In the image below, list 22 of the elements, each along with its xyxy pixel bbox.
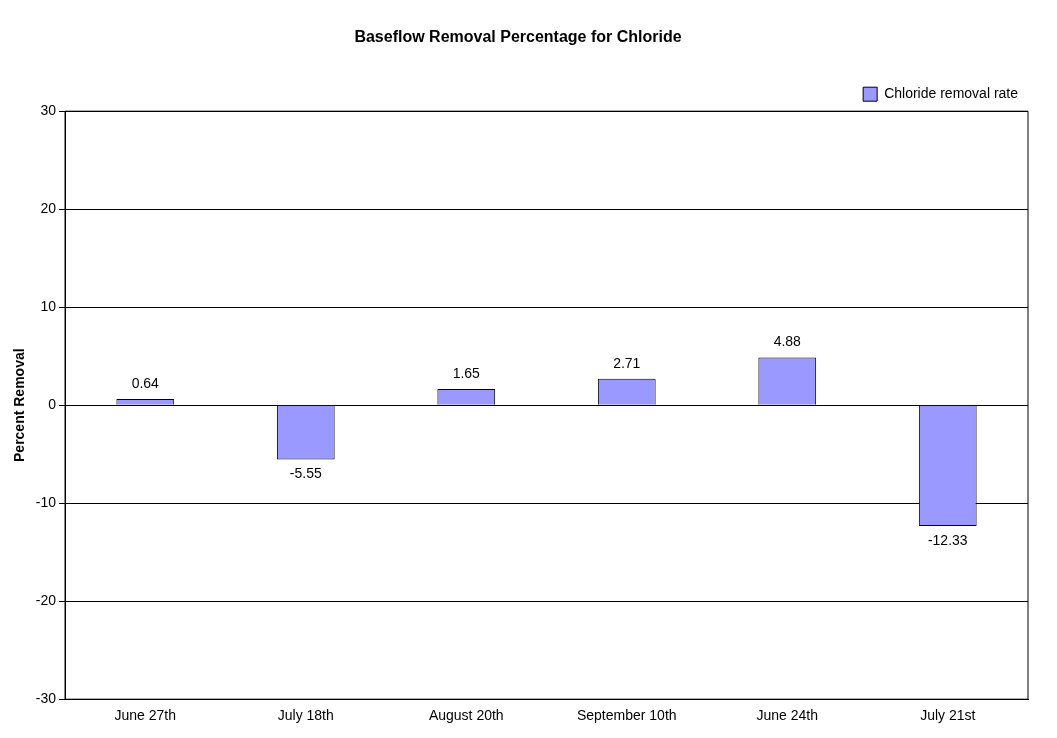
y-tick-label: 20 — [40, 200, 57, 217]
y-tick-label: 0 — [48, 396, 57, 413]
data-label: 4.88 — [773, 333, 802, 350]
x-tick-label: July 21st — [920, 707, 976, 724]
x-tick-label: June 27th — [114, 707, 177, 724]
y-tick-label: -20 — [35, 592, 57, 609]
chart-title: Baseflow Removal Percentage for Chloride — [354, 28, 682, 46]
y-tick-label: -10 — [35, 494, 57, 511]
y-axis-title: Percent Removal — [11, 348, 28, 462]
y-tick-label: -30 — [35, 690, 57, 707]
y-tick-label: 30 — [40, 102, 57, 119]
data-label: 2.71 — [613, 354, 641, 371]
legend-label: Chloride removal rate — [884, 85, 1019, 102]
data-label: -12.33 — [927, 531, 968, 548]
y-tick-label: 10 — [40, 298, 57, 315]
data-label: 0.64 — [131, 374, 160, 391]
x-tick-label: June 24th — [756, 707, 819, 724]
x-tick-label: September 10th — [576, 707, 677, 724]
data-label: -5.55 — [289, 465, 322, 482]
x-tick-label: July 18th — [277, 707, 334, 724]
data-label: 1.65 — [452, 364, 481, 381]
x-tick-label: August 20th — [428, 707, 504, 724]
